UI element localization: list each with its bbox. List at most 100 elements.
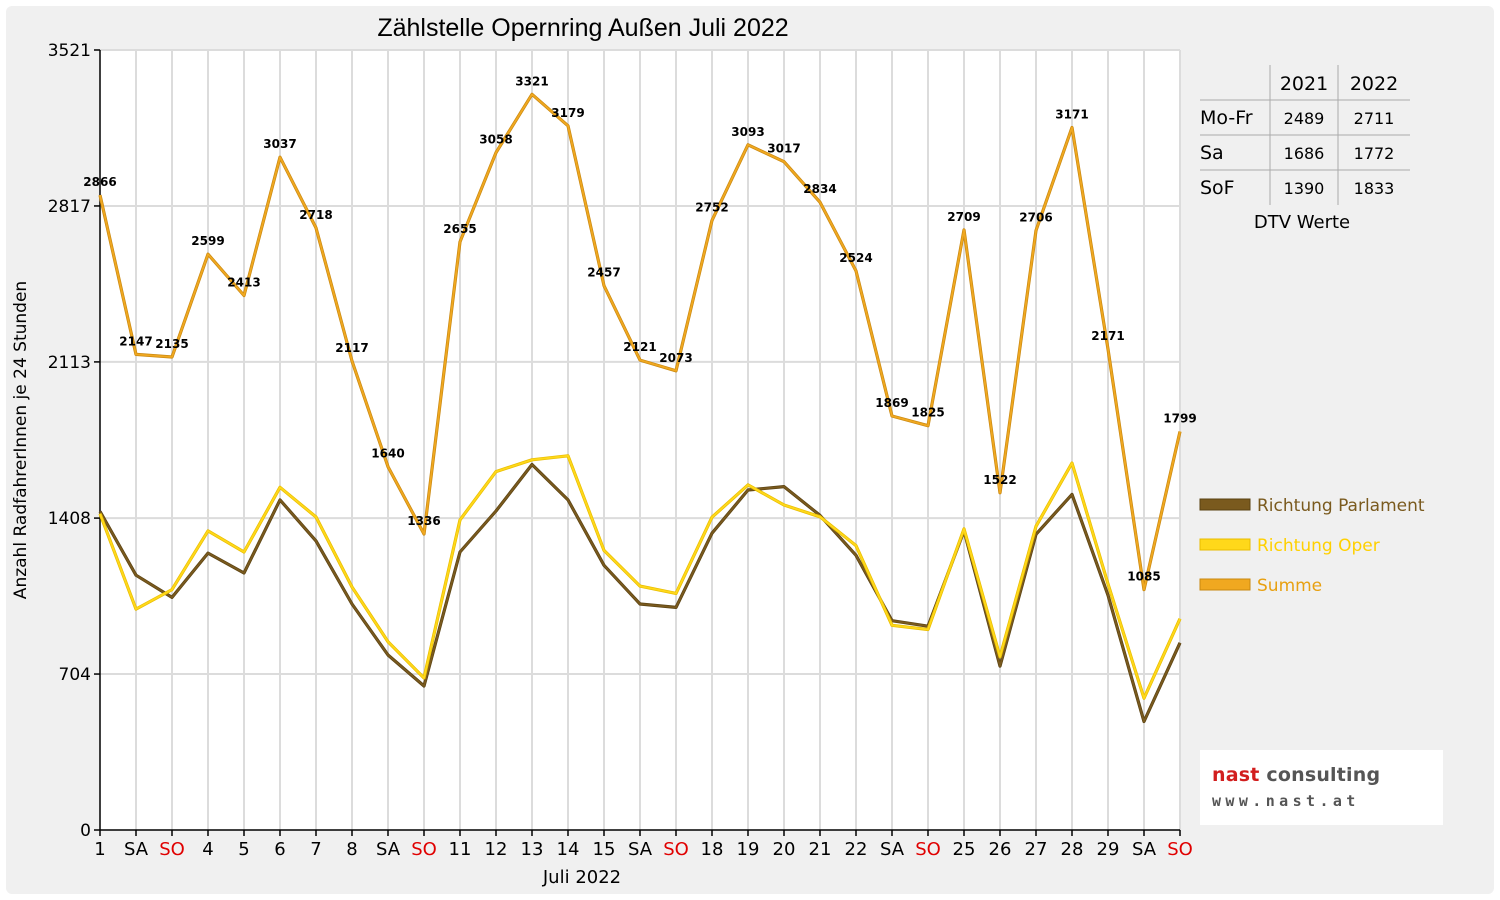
data-label: 2709 — [947, 210, 980, 224]
table-cell: 1686 — [1284, 144, 1325, 163]
x-tick-label: SA — [376, 839, 401, 860]
x-tick-label: 21 — [809, 839, 832, 860]
x-tick-label: 5 — [238, 839, 249, 860]
x-tick-label: 18 — [701, 839, 724, 860]
data-label: 3093 — [731, 125, 764, 139]
x-tick-label: 8 — [346, 839, 357, 860]
x-tick-label: SA — [124, 839, 149, 860]
data-label: 2718 — [299, 208, 332, 222]
x-tick-label: SO — [411, 839, 437, 860]
y-axis-label: Anzahl RadfahrerInnen je 24 Stunden — [11, 281, 31, 599]
data-labels: 2866 2147 2135 2599 2413 3037 2718 2117 1640 1336… — [83, 74, 1196, 583]
x-tick-label: SO — [1167, 839, 1193, 860]
x-tick-label: SO — [663, 839, 689, 860]
data-label: 1336 — [407, 514, 440, 528]
legend-label: Richtung Oper — [1257, 536, 1380, 556]
x-tick-label: 26 — [989, 839, 1012, 860]
x-tick-label: 29 — [1097, 839, 1120, 860]
data-label: 2866 — [83, 175, 116, 189]
nast-consulting-logo: nast consulting www.nast.at — [1200, 750, 1443, 825]
table-row-label: Mo-Fr — [1200, 107, 1253, 129]
legend: Richtung Parlament Richtung Oper Summe — [1199, 496, 1425, 596]
data-label: 2655 — [443, 222, 476, 236]
data-label: 1799 — [1163, 411, 1196, 425]
x-axis-label: Juli 2022 — [542, 867, 621, 888]
x-tick-label: 7 — [310, 839, 321, 860]
data-label: 2413 — [227, 275, 260, 289]
x-tick-label: SO — [159, 839, 185, 860]
x-tick-label: 22 — [845, 839, 868, 860]
data-label: 2599 — [191, 234, 224, 248]
table-row-label: SoF — [1200, 177, 1235, 199]
x-tick-label: SA — [628, 839, 653, 860]
x-tick-label: 13 — [521, 839, 544, 860]
series-line-summe — [99, 93, 1181, 591]
x-tick-label: 28 — [1061, 839, 1084, 860]
table-row-label: Sa — [1200, 142, 1224, 164]
legend-label: Richtung Parlament — [1257, 496, 1425, 516]
dtv-table: 2021 2022 Mo-Fr 2489 2711 Sa 1686 1772 SoF 1390 18… — [1200, 65, 1410, 233]
data-label: 1522 — [983, 473, 1016, 487]
y-tick-label: 3521 — [48, 41, 91, 61]
data-label: 1640 — [371, 447, 404, 461]
data-label: 2524 — [839, 251, 872, 265]
x-tick-label: 11 — [449, 839, 472, 860]
data-label: 3321 — [515, 74, 548, 88]
x-tick-label: 14 — [557, 839, 580, 860]
legend-swatch — [1199, 578, 1251, 591]
data-label: 3017 — [767, 142, 800, 156]
logo-word-consulting: consulting — [1266, 764, 1381, 786]
grid — [100, 49, 1181, 830]
logo-wordmark: nast consulting — [1212, 764, 1380, 786]
x-tick-label: SA — [1132, 839, 1157, 860]
data-label: 2121 — [623, 340, 656, 354]
table-header-2022: 2022 — [1350, 73, 1398, 95]
x-tick-label: 20 — [773, 839, 796, 860]
data-label: 1825 — [911, 406, 944, 420]
x-tick-label: SO — [915, 839, 941, 860]
x-tick-label: 15 — [593, 839, 616, 860]
y-tick-label: 704 — [59, 665, 91, 685]
data-label: 2752 — [695, 200, 728, 214]
x-tick-label: 4 — [202, 839, 213, 860]
x-tick-label: 25 — [953, 839, 976, 860]
logo-website: www.nast.at — [1212, 792, 1360, 810]
x-tick-label: SA — [880, 839, 905, 860]
y-tick-label: 2817 — [48, 197, 91, 217]
chart-title: Zählstelle Opernring Außen Juli 2022 — [377, 14, 788, 42]
table-header-2021: 2021 — [1280, 73, 1328, 95]
x-tick-label: 1 — [94, 839, 105, 860]
data-label: 3037 — [263, 137, 296, 151]
data-label: 2706 — [1019, 211, 1052, 225]
x-tick-label: 6 — [274, 839, 285, 860]
data-label: 2117 — [335, 341, 368, 355]
table-cell: 1833 — [1354, 179, 1395, 198]
logo-word-nast: nast — [1212, 764, 1260, 786]
series-line-richtung-parlament — [99, 463, 1181, 723]
x-tick-label: 12 — [485, 839, 508, 860]
series-line-richtung-oper — [99, 454, 1181, 700]
table-cell: 2489 — [1284, 109, 1325, 128]
data-label: 2457 — [587, 266, 620, 280]
data-label: 2073 — [659, 351, 692, 365]
data-label: 2834 — [803, 182, 836, 196]
legend-swatch — [1199, 498, 1251, 511]
table-cell: 1772 — [1354, 144, 1395, 163]
y-tick-label: 0 — [80, 821, 91, 841]
data-label: 2135 — [155, 337, 188, 351]
y-tick-label: 2113 — [48, 353, 91, 373]
data-label: 3171 — [1055, 108, 1088, 122]
data-label: 2147 — [119, 334, 152, 348]
legend-label: Summe — [1257, 576, 1322, 596]
data-label: 2171 — [1091, 329, 1124, 343]
data-label: 3058 — [479, 133, 512, 147]
data-label: 1869 — [875, 396, 908, 410]
table-cell: 1390 — [1284, 179, 1325, 198]
series-lines — [98, 92, 1182, 724]
x-tick-label: 19 — [737, 839, 760, 860]
legend-swatch — [1199, 538, 1251, 551]
table-caption: DTV Werte — [1254, 212, 1350, 233]
data-label: 3179 — [551, 106, 584, 120]
